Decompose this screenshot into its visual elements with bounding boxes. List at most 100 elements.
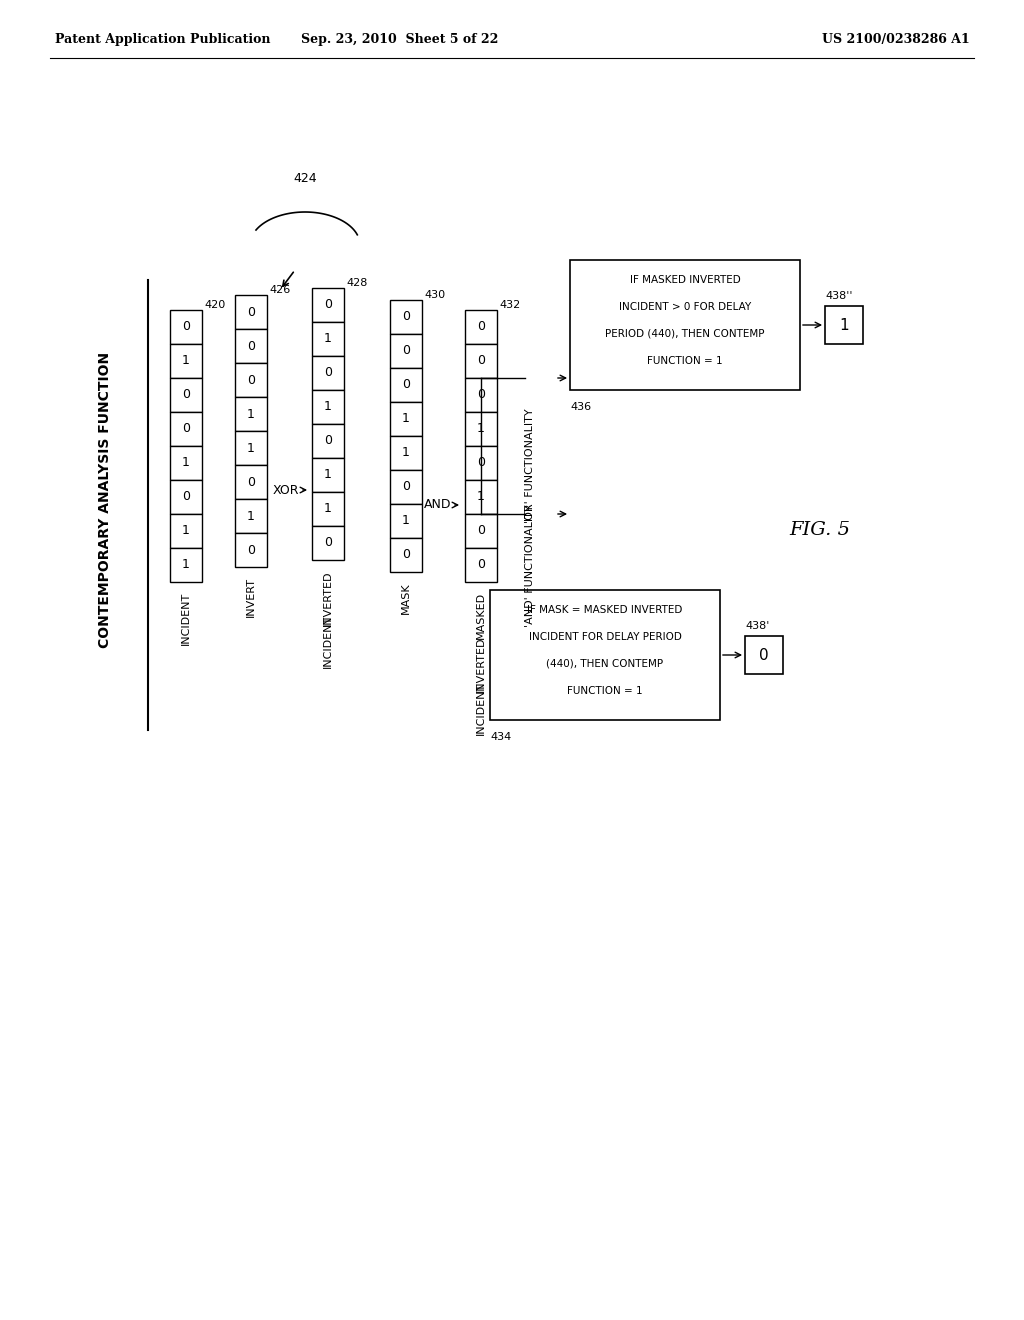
Bar <box>465 480 497 513</box>
Text: 0: 0 <box>402 480 410 494</box>
Text: 1: 1 <box>182 524 189 537</box>
Text: 0: 0 <box>247 339 255 352</box>
Text: FIG. 5: FIG. 5 <box>790 521 851 539</box>
Bar <box>170 513 202 548</box>
Text: 0: 0 <box>182 491 190 503</box>
Text: FUNCTION = 1: FUNCTION = 1 <box>567 686 643 696</box>
Bar <box>465 446 497 480</box>
Text: 0: 0 <box>247 374 255 387</box>
Text: 0: 0 <box>402 379 410 392</box>
Text: 0: 0 <box>759 648 769 663</box>
Text: 430: 430 <box>424 290 445 300</box>
Text: 1: 1 <box>402 412 410 425</box>
Bar <box>312 288 344 322</box>
Text: 0: 0 <box>247 544 255 557</box>
Text: INCIDENT: INCIDENT <box>476 682 486 735</box>
Text: IF MASK = MASKED INVERTED: IF MASK = MASKED INVERTED <box>527 605 683 615</box>
Text: 1: 1 <box>324 469 332 482</box>
Text: (440), THEN CONTEMP: (440), THEN CONTEMP <box>547 659 664 669</box>
Bar <box>390 334 422 368</box>
Text: 432: 432 <box>499 300 520 310</box>
Text: 'AND' FUNCTIONALITY: 'AND' FUNCTIONALITY <box>525 504 535 627</box>
Bar <box>465 513 497 548</box>
Text: INCIDENT FOR DELAY PERIOD: INCIDENT FOR DELAY PERIOD <box>528 632 681 642</box>
Text: INCIDENT: INCIDENT <box>181 591 191 645</box>
Text: 1: 1 <box>247 510 255 523</box>
Bar <box>465 378 497 412</box>
Bar <box>312 322 344 356</box>
Bar <box>465 412 497 446</box>
Text: 1: 1 <box>182 355 189 367</box>
Bar <box>234 294 267 329</box>
Text: 0: 0 <box>402 345 410 358</box>
Text: 1: 1 <box>247 441 255 454</box>
Text: INCIDENT > 0 FOR DELAY: INCIDENT > 0 FOR DELAY <box>618 302 752 312</box>
Bar <box>234 329 267 363</box>
Text: 'OR' FUNCTIONALITY: 'OR' FUNCTIONALITY <box>525 408 535 523</box>
Bar <box>234 499 267 533</box>
Bar <box>170 548 202 582</box>
Bar <box>390 368 422 403</box>
Text: 424: 424 <box>293 172 316 185</box>
Text: IF MASKED INVERTED: IF MASKED INVERTED <box>630 275 740 285</box>
Text: 0: 0 <box>324 367 332 380</box>
Text: MASK: MASK <box>401 582 411 614</box>
Text: 0: 0 <box>324 536 332 549</box>
Text: 438'': 438'' <box>825 290 853 301</box>
Bar <box>390 470 422 504</box>
Text: FUNCTION = 1: FUNCTION = 1 <box>647 356 723 366</box>
Bar <box>170 412 202 446</box>
Bar <box>234 397 267 432</box>
Bar <box>170 480 202 513</box>
Bar <box>234 533 267 568</box>
Text: 0: 0 <box>477 457 485 470</box>
Text: INVERTED: INVERTED <box>476 638 486 693</box>
Bar <box>390 403 422 436</box>
Bar <box>312 389 344 424</box>
Bar <box>234 432 267 465</box>
Text: 0: 0 <box>247 305 255 318</box>
Bar <box>390 504 422 539</box>
Text: 0: 0 <box>182 422 190 436</box>
Text: 1: 1 <box>840 318 849 333</box>
Text: INVERTED: INVERTED <box>323 570 333 626</box>
Text: PERIOD (440), THEN CONTEMP: PERIOD (440), THEN CONTEMP <box>605 329 765 339</box>
Text: 434: 434 <box>490 733 511 742</box>
Text: 0: 0 <box>402 549 410 561</box>
Text: 420: 420 <box>204 300 225 310</box>
Text: 1: 1 <box>324 333 332 346</box>
Bar <box>570 260 800 389</box>
Bar <box>170 345 202 378</box>
Bar <box>312 356 344 389</box>
Bar <box>170 378 202 412</box>
Text: 1: 1 <box>247 408 255 421</box>
Text: 0: 0 <box>402 310 410 323</box>
Bar <box>390 539 422 572</box>
Text: AND: AND <box>424 499 452 511</box>
Text: 0: 0 <box>182 388 190 401</box>
Text: 438': 438' <box>745 620 769 631</box>
Text: 0: 0 <box>477 355 485 367</box>
Text: 0: 0 <box>477 321 485 334</box>
Text: 1: 1 <box>324 503 332 516</box>
Bar <box>390 436 422 470</box>
Bar <box>465 345 497 378</box>
Text: 1: 1 <box>182 457 189 470</box>
Text: 0: 0 <box>182 321 190 334</box>
Text: 0: 0 <box>247 475 255 488</box>
Text: Patent Application Publication: Patent Application Publication <box>55 33 270 46</box>
Text: 0: 0 <box>477 388 485 401</box>
Text: 1: 1 <box>402 515 410 528</box>
Text: 426: 426 <box>269 285 290 294</box>
Bar <box>312 458 344 492</box>
Bar <box>312 525 344 560</box>
Bar <box>234 363 267 397</box>
Bar <box>234 465 267 499</box>
Bar <box>390 300 422 334</box>
Text: CONTEMPORARY ANALYSIS FUNCTION: CONTEMPORARY ANALYSIS FUNCTION <box>98 352 112 648</box>
Bar <box>745 636 783 675</box>
Text: 0: 0 <box>324 298 332 312</box>
Text: 0: 0 <box>477 524 485 537</box>
Bar <box>825 306 863 345</box>
Text: XOR: XOR <box>272 483 299 496</box>
